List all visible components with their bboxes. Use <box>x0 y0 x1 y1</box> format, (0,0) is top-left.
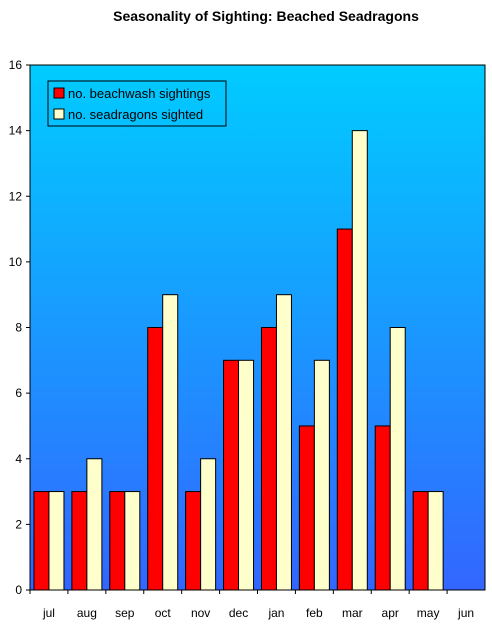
x-tick-label: may <box>417 606 440 620</box>
legend-box <box>47 80 227 127</box>
bar-seadragons-dec <box>238 359 255 591</box>
bar-seadragons-mar <box>351 130 368 591</box>
legend-label: no. beachwash sightings <box>68 86 211 101</box>
y-tick-label: 2 <box>15 517 22 531</box>
chart-title: Seasonality of Sighting: Beached Seadrag… <box>113 8 419 24</box>
bar-seadragons-oct <box>162 294 179 591</box>
bar-beachwash-mar <box>336 228 353 591</box>
legend-swatch <box>53 108 65 120</box>
bar-seadragons-feb <box>313 359 330 591</box>
x-tick-label: sep <box>115 606 135 620</box>
bar-beachwash-feb <box>298 425 315 591</box>
bar-beachwash-jan <box>260 327 277 591</box>
x-tick-label: aug <box>77 606 97 620</box>
x-tick-label: oct <box>155 606 172 620</box>
y-tick-label: 6 <box>15 386 22 400</box>
x-tick-label: nov <box>191 606 210 620</box>
x-tick-label: jul <box>42 606 55 620</box>
x-tick-label: dec <box>229 606 248 620</box>
bar-beachwash-dec <box>223 359 240 591</box>
y-tick-label: 16 <box>9 58 23 72</box>
bar-beachwash-jul <box>33 491 50 591</box>
bar-beachwash-nov <box>185 491 202 591</box>
legend-swatch <box>53 87 65 99</box>
y-tick-label: 10 <box>9 255 23 269</box>
x-tick-label: apr <box>382 606 399 620</box>
bar-seadragons-nov <box>200 458 217 591</box>
bar-seadragons-sep <box>124 491 141 591</box>
bar-beachwash-apr <box>374 425 391 591</box>
bar-beachwash-sep <box>109 491 126 591</box>
legend: no. beachwash sightings no. seadragons si… <box>47 80 227 127</box>
x-tick-label: jun <box>457 606 474 620</box>
x-tick-label: mar <box>342 606 363 620</box>
y-tick-label: 4 <box>15 452 22 466</box>
x-tick-label: feb <box>306 606 323 620</box>
legend-label: no. seadragons sighted <box>68 107 203 122</box>
bar-seadragons-may <box>427 491 444 591</box>
y-tick-label: 8 <box>15 321 22 335</box>
bar-seadragons-jul <box>48 491 65 591</box>
bar-seadragons-apr <box>389 327 406 591</box>
y-tick-label: 0 <box>15 583 22 597</box>
y-tick-label: 12 <box>9 189 23 203</box>
plot-area <box>29 64 486 591</box>
y-tick-label: 14 <box>9 124 23 138</box>
bar-seadragons-jan <box>275 294 292 591</box>
bar-seadragons-aug <box>86 458 103 591</box>
x-tick-label: jan <box>267 606 284 620</box>
bar-beachwash-may <box>412 491 429 591</box>
bar-beachwash-oct <box>147 327 164 591</box>
bar-beachwash-aug <box>71 491 88 591</box>
